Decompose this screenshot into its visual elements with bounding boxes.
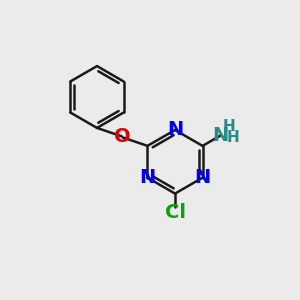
Text: H: H [226, 130, 239, 145]
Text: N: N [167, 121, 183, 140]
Text: N: N [212, 126, 229, 145]
Text: Cl: Cl [164, 203, 185, 222]
Text: O: O [114, 128, 130, 146]
Text: H: H [222, 118, 235, 134]
Text: N: N [194, 168, 211, 187]
Text: N: N [140, 168, 156, 187]
